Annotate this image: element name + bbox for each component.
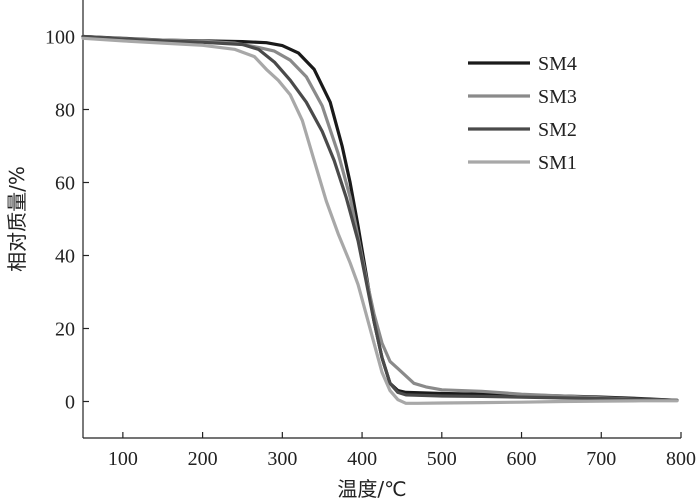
y-axis-title: 相对质量/% bbox=[5, 166, 29, 272]
legend: SM4 SM3 SM2 SM1 bbox=[468, 53, 577, 174]
y-tick-label: 80 bbox=[55, 100, 75, 122]
x-tick-label: 300 bbox=[267, 448, 297, 470]
legend-label-sm3: SM3 bbox=[538, 86, 577, 108]
y-tick-label: 60 bbox=[55, 173, 75, 195]
legend-label-sm1: SM1 bbox=[538, 152, 577, 174]
axes: 100 200 300 400 500 600 700 800 0 20 40 60 80 100 bbox=[45, 0, 696, 470]
series-line-sm2 bbox=[81, 34, 679, 402]
x-tick-label: 100 bbox=[108, 448, 138, 470]
x-tick-label: 200 bbox=[188, 448, 218, 470]
y-tick-label: 100 bbox=[45, 27, 75, 49]
legend-label-sm2: SM2 bbox=[538, 119, 577, 141]
x-tick-label: 400 bbox=[347, 448, 377, 470]
y-tick-label: 0 bbox=[65, 392, 75, 414]
y-tick-label: 20 bbox=[55, 319, 75, 341]
legend-label-sm4: SM4 bbox=[538, 53, 577, 75]
series-line-sm1 bbox=[81, 36, 679, 405]
series-layer bbox=[81, 34, 679, 405]
y-tick-label: 40 bbox=[55, 246, 75, 268]
x-axis-title: 温度/℃ bbox=[337, 477, 406, 501]
x-tick-label: 700 bbox=[586, 448, 616, 470]
x-tick-label: 500 bbox=[427, 448, 457, 470]
x-tick-label: 800 bbox=[666, 448, 696, 470]
x-tick-label: 600 bbox=[507, 448, 537, 470]
